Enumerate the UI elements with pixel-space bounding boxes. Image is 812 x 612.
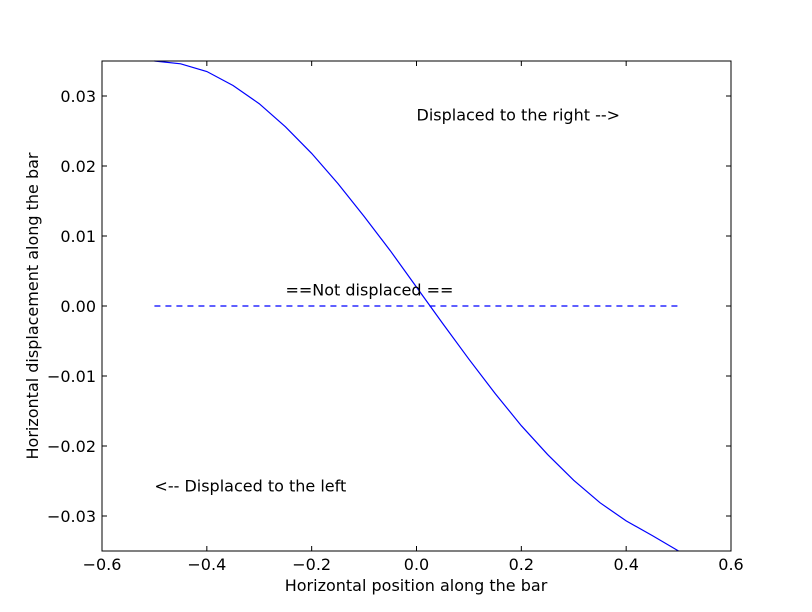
y-tick-label: 0.00: [60, 297, 96, 316]
x-tick-label: 0.0: [404, 555, 429, 574]
displacement-curve: [154, 60, 679, 552]
y-tick-label: −0.03: [47, 507, 96, 526]
y-tick-label: −0.02: [47, 437, 96, 456]
x-tick-label: −0.4: [187, 555, 226, 574]
x-axis-label: Horizontal position along the bar: [285, 576, 548, 595]
x-tick-label: −0.2: [292, 555, 331, 574]
y-tick-label: −0.01: [47, 367, 96, 386]
annotation-text: ==Not displaced ==: [285, 281, 453, 300]
y-tick-label: 0.03: [60, 87, 96, 106]
y-tick-label: 0.01: [60, 227, 96, 246]
x-tick-label: 0.2: [509, 555, 534, 574]
x-tick-label: 0.6: [718, 555, 743, 574]
x-tick-label: 0.4: [613, 555, 638, 574]
y-tick-label: 0.02: [60, 157, 96, 176]
annotations: Displaced to the right --> ==Not displace…: [154, 106, 620, 496]
annotation-text: <-- Displaced to the left: [154, 477, 346, 496]
annotation-text: Displaced to the right -->: [417, 106, 621, 125]
x-tick-label: −0.6: [83, 555, 122, 574]
axis-ticks: −0.6 −0.4 −0.2 0.0 0.2 0.4 0.6 0.03 0.02 0.01 0.00…: [47, 61, 744, 574]
y-axis-label: Horizontal displacement along the bar: [23, 152, 42, 459]
